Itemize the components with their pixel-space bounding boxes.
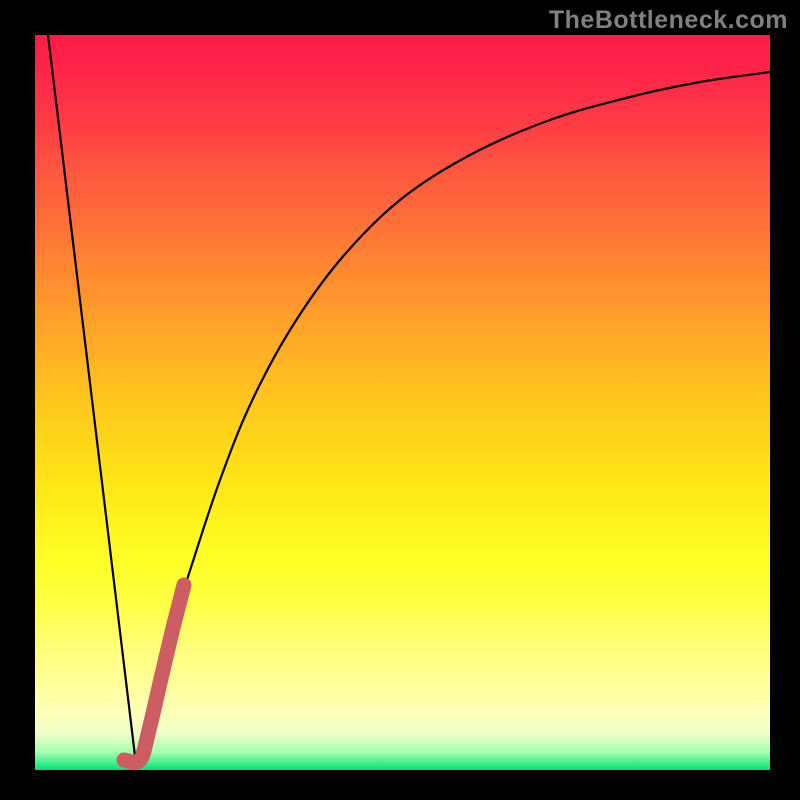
chart-svg — [0, 0, 800, 800]
bottleneck-chart: TheBottleneck.com — [0, 0, 800, 800]
plot-area — [35, 35, 770, 770]
watermark-text: TheBottleneck.com — [549, 6, 788, 35]
